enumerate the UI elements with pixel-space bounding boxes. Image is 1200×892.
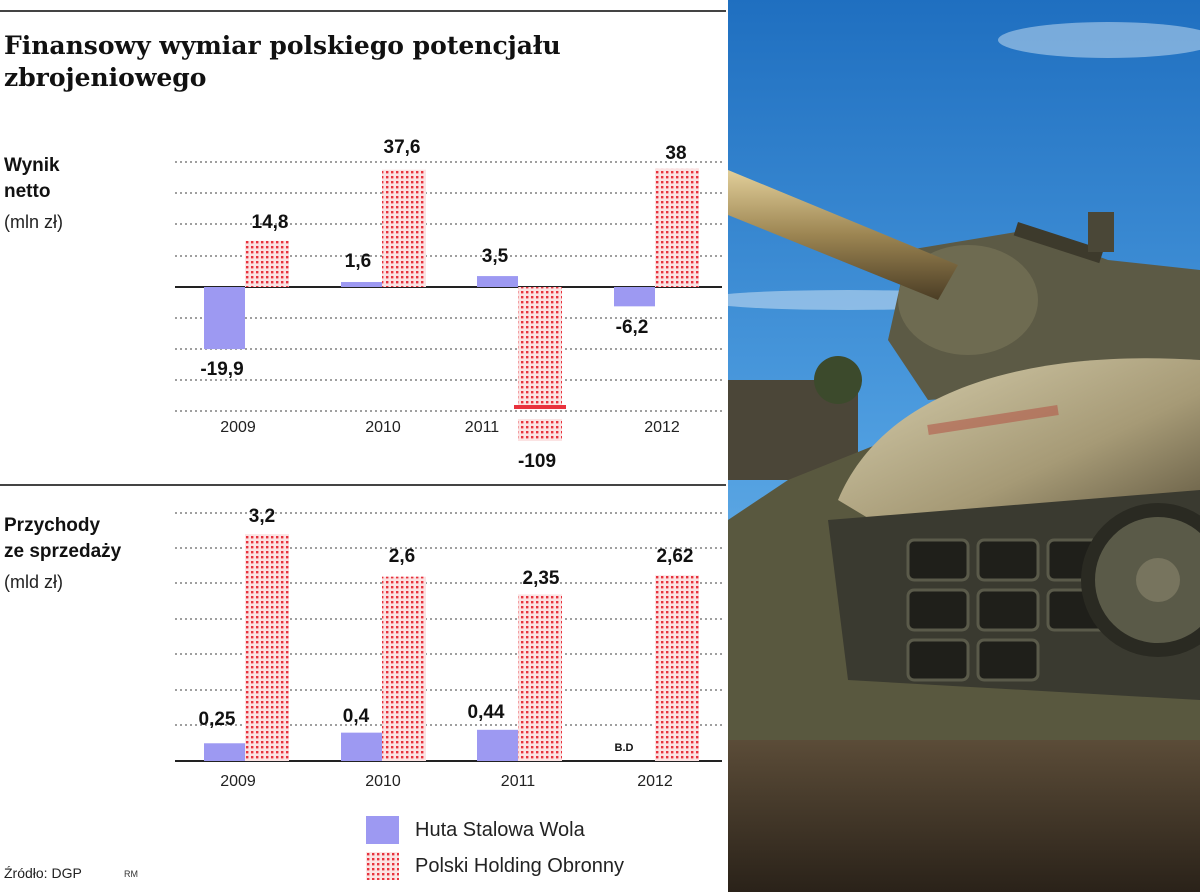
chart2-bar-huta-2011 [477, 729, 518, 761]
chart1-bar-huta-2012 [614, 287, 655, 307]
chart2-year-label: 2011 [501, 773, 536, 790]
chart1-bar-phd-2011-lower [518, 419, 562, 441]
chart1-labels: 2009 2010 2011 2012 -19,9 14,8 1,6 37,6 3,5 -109 -… [200, 137, 686, 472]
chart2-value-label: 2,6 [389, 546, 415, 567]
legend-label-huta: Huta Stalowa Wola [415, 819, 585, 841]
charts-canvas: 2009 2010 2011 2012 -19,9 14,8 1,6 37,6 3,5 -109 -… [175, 137, 722, 790]
chart2-year-label: 2012 [637, 773, 673, 790]
chart1-bar-phd-2009 [245, 240, 289, 287]
solid-square-icon [366, 816, 399, 844]
chart2-title-line2: ze sprzedaży [4, 541, 122, 562]
chart2-value-label: 2,62 [657, 546, 694, 567]
chart-title: Finansowy wymiar polskiego potencjału zb… [4, 31, 561, 92]
dotted-square-icon [366, 852, 399, 880]
chart2-bar-phd-2011 [518, 594, 562, 761]
chart2-bar-huta-2009 [204, 743, 245, 761]
chart1-bar-phd-2012 [655, 168, 699, 287]
top-divider [0, 10, 726, 12]
chart1-year-label: 2011 [465, 419, 500, 436]
chart1-bar-huta-2011 [477, 276, 518, 287]
chart2-value-label: 0,4 [343, 706, 370, 727]
chart2-year-label: 2009 [220, 773, 256, 790]
chart1-bar-phd-2010 [382, 169, 426, 287]
chart2-year-label: 2010 [365, 773, 401, 790]
chart1-value-label: -109 [518, 451, 556, 472]
tank-photo [728, 0, 1200, 892]
chart1-title-line1: Wynik [4, 155, 60, 176]
chart1-value-label: -19,9 [200, 359, 243, 380]
chart1-value-label: 38 [665, 143, 686, 164]
section-divider [0, 484, 726, 486]
chart2-labels: 2009 2010 2011 2012 0,25 3,2 0,4 2,6 0,44 2,35 B.D… [199, 506, 694, 790]
chart1-value-label: 1,6 [345, 251, 371, 272]
chart1-bar-huta-2010 [341, 282, 382, 287]
author-credit: RM [124, 869, 138, 879]
chart2-bar-phd-2009 [245, 534, 289, 761]
chart2-bar-phd-2012 [655, 575, 699, 761]
chart2-value-label: 0,44 [468, 702, 505, 723]
chart2-bars [204, 534, 699, 761]
chart1-axis-break [514, 405, 566, 409]
chart1-value-label: 14,8 [252, 212, 289, 233]
chart1-title-line2: netto [4, 181, 51, 202]
chart1-value-label: -6,2 [616, 317, 649, 338]
chart1-unit: (mln zł) [4, 212, 63, 232]
chart2-title-line1: Przychody [4, 515, 101, 536]
legend-label-phd: Polski Holding Obronny [415, 855, 624, 877]
chart1-year-label: 2010 [365, 419, 401, 436]
chart1-bar-huta-2009 [204, 287, 245, 350]
chart1-bar-phd-2011-upper [518, 287, 562, 405]
chart1-bars [204, 168, 699, 441]
chart2-unit: (mld zł) [4, 572, 63, 592]
chart1-year-label: 2012 [644, 419, 680, 436]
chart2-value-label: 0,25 [199, 709, 236, 730]
chart1-value-label: 3,5 [482, 246, 509, 267]
chart2-bar-phd-2010 [382, 576, 426, 761]
chart1-value-label: 37,6 [384, 137, 421, 158]
infographic-panel: Finansowy wymiar polskiego potencjału zb… [0, 10, 726, 881]
chart2-value-label: B.D [615, 742, 634, 754]
chart2-value-label: 2,35 [523, 568, 560, 589]
chart2-value-label: 3,2 [249, 506, 275, 527]
chart2-bar-huta-2010 [341, 732, 382, 761]
chart1-year-label: 2009 [220, 419, 256, 436]
source-note: Źródło: DGP [4, 865, 82, 881]
